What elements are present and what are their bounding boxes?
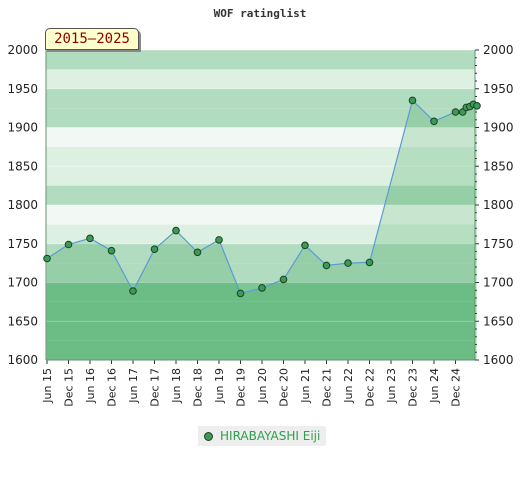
band (46, 282, 475, 302)
data-point (322, 261, 331, 270)
y-tick-label-right: 1900 (483, 121, 514, 135)
data-point (172, 226, 180, 235)
x-tick-label: Jun 18 (170, 368, 183, 404)
x-tick-label: Jun 16 (84, 368, 97, 404)
band (46, 127, 475, 147)
x-tick-label: Jun 22 (342, 368, 355, 404)
data-point (86, 234, 94, 243)
data-point (258, 284, 266, 292)
grid-lines (45, 49, 479, 364)
y-tick-label-right: 1600 (483, 353, 514, 367)
data-point (43, 254, 51, 263)
x-tick-label: Jun 15 (41, 368, 54, 404)
y-tick-label: 1950 (7, 82, 38, 96)
y-tick-label: 2000 (7, 43, 38, 57)
data-point (473, 102, 481, 110)
band (46, 301, 475, 322)
data-point (365, 258, 374, 267)
x-axis: Jun 15 Dec 15 Jun 16 Dec 16 Jun 17 Dec 17 Jun … (41, 368, 463, 407)
legend[interactable]: HIRABAYASHI Eiji (198, 426, 327, 446)
legend-marker-icon (204, 431, 213, 441)
x-tick-label: Dec 22 (364, 368, 377, 407)
chart-title: WOF ratinglist (214, 7, 307, 20)
data-point (215, 236, 223, 244)
x-tick-label: Jun 17 (127, 368, 140, 404)
data-point (150, 245, 159, 253)
data-point (107, 246, 116, 255)
period-badge: 2015–2025 (45, 28, 139, 50)
band (46, 340, 475, 360)
band (46, 224, 475, 244)
data-point (451, 108, 460, 116)
band (46, 263, 475, 283)
band (46, 146, 475, 167)
y-tick-label-right: 1750 (483, 237, 514, 251)
data-point (430, 117, 438, 126)
x-tick-label: Jun 23 (385, 368, 398, 404)
y-tick-label: 1600 (7, 353, 38, 367)
x-tick-label: Dec 16 (106, 368, 119, 407)
y-axis-left: 1600 1650 1700 1750 1800 1850 1900 1950 2000 (7, 43, 38, 367)
data-point (344, 259, 352, 267)
band (46, 50, 475, 70)
area-fill (47, 100, 477, 361)
x-tick-label: Jun 21 (299, 368, 312, 404)
y-tick-label-right: 1800 (483, 198, 514, 212)
data-point (301, 241, 309, 250)
y-tick-label-right: 1950 (483, 82, 514, 96)
y-tick-label: 1750 (7, 237, 38, 251)
x-tick-label: Dec 15 (63, 368, 76, 407)
data-point (129, 287, 137, 295)
y-tick-label-right: 2000 (483, 43, 514, 57)
x-tick-label: Dec 23 (407, 368, 420, 407)
y-tick-label-right: 1650 (483, 314, 514, 328)
y-tick-label: 1700 (7, 276, 38, 290)
band (46, 88, 475, 109)
band (46, 166, 475, 186)
y-tick-label-right: 1700 (483, 276, 514, 290)
x-tick-label: Dec 21 (321, 368, 334, 407)
data-point (279, 275, 288, 284)
x-tick-label: Jun 19 (213, 368, 226, 404)
data-point (408, 96, 417, 105)
x-tick-label: Dec 19 (235, 368, 248, 407)
y-tick-label: 1650 (7, 314, 38, 328)
band (46, 321, 475, 341)
x-tick-label: Dec 20 (278, 368, 291, 407)
series-points (43, 96, 481, 298)
x-tick-label: Dec 24 (450, 368, 463, 407)
y-tick-label: 1800 (7, 198, 38, 212)
y-tick-label: 1850 (7, 159, 38, 173)
legend-label: HIRABAYASHI Eiji (220, 429, 321, 443)
y-tick-label-right: 1850 (483, 159, 514, 173)
band (46, 185, 475, 205)
band (46, 108, 475, 128)
y-axis-right: 1600 1650 1700 1750 1800 1850 1900 1950 2000 (483, 43, 514, 367)
band (46, 69, 475, 89)
data-point (64, 240, 73, 249)
x-tick-label: Dec 17 (149, 368, 162, 407)
data-point (193, 248, 202, 257)
x-tick-label: Jun 20 (256, 368, 269, 404)
y-tick-label: 1900 (7, 121, 38, 135)
x-tick-label: Jun 24 (428, 368, 441, 404)
x-tick-label: Dec 18 (192, 368, 205, 407)
data-point (236, 289, 245, 298)
band (46, 205, 475, 225)
background-bands (46, 50, 475, 360)
